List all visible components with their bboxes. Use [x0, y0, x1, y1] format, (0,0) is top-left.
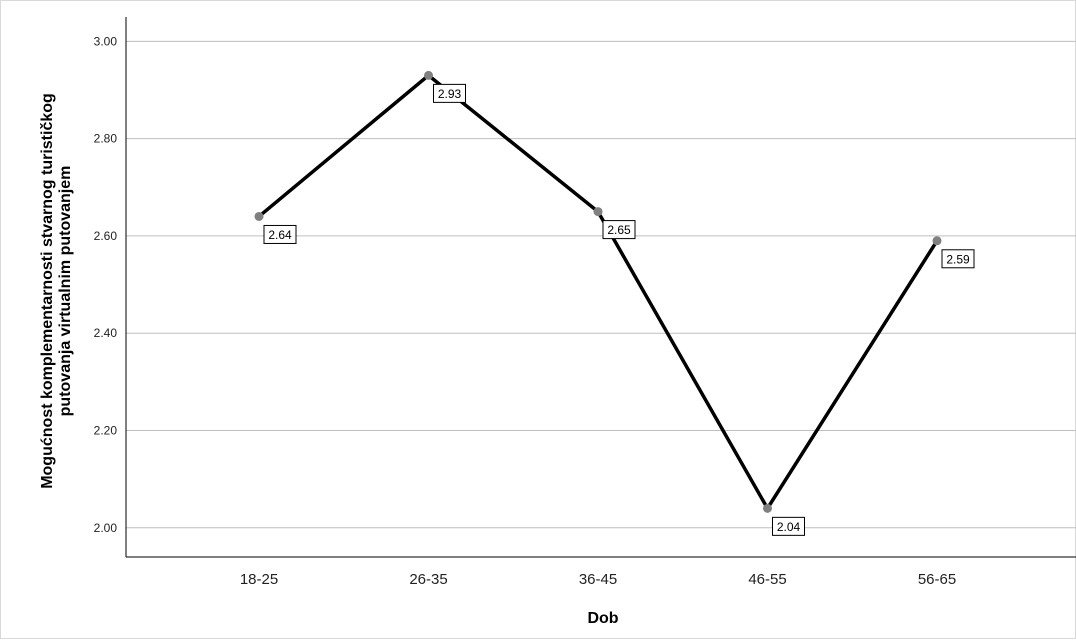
data-point-36-45 [593, 207, 603, 217]
y-tick-label-2.80: 2.80 [94, 132, 118, 146]
y-tick-label-2.60: 2.60 [94, 229, 118, 243]
data-label-text: 2.04 [777, 520, 801, 534]
data-label-text: 2.64 [268, 228, 292, 242]
data-point-18-25 [254, 211, 264, 221]
data-label-box [433, 83, 466, 103]
grid-lines [126, 40, 1076, 529]
x-tick-label-36-45: 36-45 [579, 571, 617, 588]
data-label-18-25: 2.64 [263, 224, 297, 244]
data-label-text: 2.59 [946, 252, 970, 266]
y-tick-label-2.40: 2.40 [94, 326, 118, 340]
data-label-46-55: 2.04 [772, 516, 805, 536]
y-tick-labels: 2.00 2.20 2.40 2.60 2.80 3.00 [94, 34, 118, 534]
data-label-56-65: 2.59 [941, 249, 975, 269]
y-axis-title-line-2: putovanja virtualnim putovanjem [57, 166, 74, 417]
x-tick-label-46-55: 46-55 [748, 571, 786, 588]
axes [125, 17, 1076, 558]
x-tick-label-18-25: 18-25 [240, 571, 278, 588]
data-label-box [772, 516, 805, 536]
data-label-26-35: 2.93 [433, 83, 466, 103]
y-axis-title: Mogućnost komplementarnosti stvarnog tur… [39, 93, 74, 489]
series-line [257, 73, 939, 512]
data-label-text: 2.65 [607, 223, 631, 237]
x-tick-label-26-35: 26-35 [409, 571, 447, 588]
x-tick-label-56-65: 56-65 [918, 571, 956, 588]
data-point-46-55 [763, 503, 772, 513]
y-tick-label-2.20: 2.20 [94, 424, 118, 438]
x-tick-labels: 18-25 26-35 36-45 46-55 56-65 [240, 571, 956, 588]
data-label-box [941, 249, 975, 269]
series [257, 73, 939, 512]
y-tick-label-3.00: 3.00 [94, 34, 118, 48]
y-axis-title-line-1: Mogućnost komplementarnosti stvarnog tur… [39, 93, 56, 489]
data-labels: 2.64 2.93 2.65 2.04 2.59 [263, 83, 975, 536]
data-point-26-35 [424, 70, 433, 80]
y-tick-label-2.00: 2.00 [94, 521, 118, 535]
data-label-box [602, 220, 636, 240]
data-label-36-45: 2.65 [602, 220, 636, 240]
data-points [254, 70, 942, 513]
data-label-box [263, 224, 297, 244]
data-point-56-65 [932, 236, 942, 246]
x-axis-title: Dob [587, 610, 618, 627]
data-label-text: 2.93 [438, 87, 462, 101]
